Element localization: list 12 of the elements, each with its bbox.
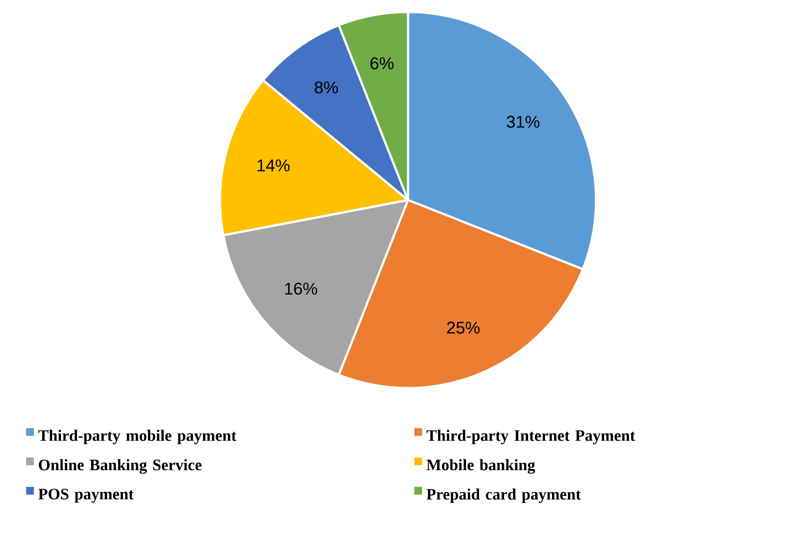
legend-label: Third-party Internet Payment xyxy=(426,430,636,444)
legend-label: Online Banking Service xyxy=(38,459,202,474)
legend-label: POS payment xyxy=(38,488,134,503)
data-label: 14% xyxy=(258,159,290,172)
legend-label: Third-party mobile payment xyxy=(38,430,236,444)
data-label: 8% xyxy=(314,81,338,94)
data-label: 16% xyxy=(285,282,318,295)
data-label: 25% xyxy=(447,322,480,334)
data-label: 31% xyxy=(506,116,540,128)
legend-label: Prepaid card payment xyxy=(426,488,581,503)
legend-label: Mobile banking xyxy=(426,459,536,474)
data-label: 6% xyxy=(370,57,394,70)
